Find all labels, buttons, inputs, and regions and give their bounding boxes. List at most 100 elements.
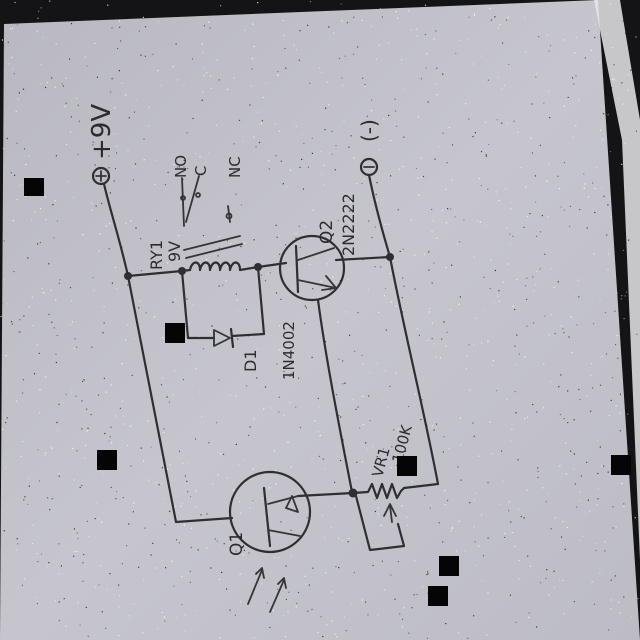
noise-speck <box>145 312 147 314</box>
noise-speck <box>164 184 167 186</box>
wire-q2-base-down <box>316 298 354 494</box>
noise-speck <box>474 492 476 494</box>
noise-speck <box>619 412 621 414</box>
noise-speck <box>559 579 561 581</box>
noise-speck <box>119 26 121 28</box>
noise-speck <box>162 498 164 500</box>
noise-speck <box>532 403 534 406</box>
noise-speck <box>531 152 533 154</box>
noise-speck <box>575 75 577 77</box>
noise-speck <box>416 35 418 37</box>
noise-speck <box>297 591 300 594</box>
noise-speck <box>332 276 334 278</box>
noise-speck <box>189 354 191 356</box>
noise-speck <box>72 447 74 449</box>
noise-speck <box>535 201 537 203</box>
noise-speck <box>553 286 555 288</box>
noise-speck <box>121 363 123 365</box>
noise-speck <box>111 442 113 444</box>
noise-speck <box>554 517 556 519</box>
noise-speck <box>305 583 307 585</box>
noise-speck <box>338 415 340 417</box>
noise-speck <box>23 148 26 150</box>
noise-speck <box>607 471 609 473</box>
noise-speck <box>248 552 250 554</box>
noise-speck <box>597 488 599 490</box>
noise-speck <box>84 56 87 58</box>
noise-speck <box>408 10 410 12</box>
noise-speck <box>520 167 522 169</box>
noise-speck <box>108 440 110 442</box>
noise-speck <box>135 99 137 101</box>
noise-speck <box>320 71 323 73</box>
noise-speck <box>501 88 503 90</box>
noise-speck <box>563 162 565 164</box>
noise-speck <box>625 291 628 293</box>
noise-speck <box>16 24 18 26</box>
noise-speck <box>11 323 13 325</box>
noise-speck <box>119 594 121 597</box>
noise-speck <box>147 420 149 422</box>
noise-speck <box>251 3 253 5</box>
noise-speck <box>120 40 122 42</box>
noise-speck <box>599 572 601 574</box>
noise-speck <box>206 72 208 74</box>
noise-speck <box>201 99 203 101</box>
noise-speck <box>78 120 81 122</box>
supply-positive-label: +9V <box>87 104 117 160</box>
noise-speck <box>506 398 508 401</box>
noise-speck <box>309 82 311 84</box>
noise-speck <box>435 30 437 32</box>
noise-speck <box>278 130 280 132</box>
noise-speck <box>216 540 218 542</box>
noise-speck <box>295 233 297 235</box>
noise-speck <box>490 259 492 261</box>
noise-speck <box>51 447 53 449</box>
noise-speck <box>428 269 430 271</box>
black-patches <box>24 178 631 606</box>
noise-speck <box>424 33 426 36</box>
noise-speck <box>101 611 103 613</box>
noise-speck <box>543 102 545 104</box>
noise-speck <box>469 389 471 391</box>
noise-speck <box>48 263 50 265</box>
noise-speck <box>130 465 132 467</box>
noise-speck <box>51 321 53 323</box>
noise-speck <box>172 394 174 396</box>
noise-speck <box>115 415 117 417</box>
noise-speck <box>54 86 56 88</box>
noise-speck <box>276 363 278 365</box>
noise-speck <box>56 421 58 424</box>
noise-speck <box>338 358 340 360</box>
noise-speck <box>612 78 614 80</box>
noise-speck <box>451 144 454 146</box>
noise-speck <box>421 176 423 178</box>
noise-speck <box>163 428 165 430</box>
noise-speck <box>328 152 330 155</box>
noise-speck <box>565 473 567 475</box>
noise-speck <box>415 28 418 30</box>
noise-speck <box>274 123 276 125</box>
noise-speck <box>290 373 292 375</box>
noise-speck <box>341 540 343 542</box>
noise-speck <box>605 353 608 355</box>
noise-speck <box>445 345 447 347</box>
noise-speck <box>268 168 270 170</box>
noise-speck <box>82 562 84 564</box>
noise-speck <box>573 453 575 455</box>
noise-speck <box>121 246 123 248</box>
noise-speck <box>202 348 205 350</box>
noise-speck <box>614 310 616 312</box>
noise-speck <box>592 387 594 389</box>
noise-speck <box>517 459 519 461</box>
noise-speck <box>401 618 404 620</box>
noise-speck <box>349 210 351 212</box>
noise-speck <box>601 465 603 467</box>
noise-speck <box>307 166 309 168</box>
noise-speck <box>140 54 142 56</box>
noise-speck <box>610 399 612 401</box>
noise-speck <box>79 486 81 488</box>
noise-speck <box>138 30 140 32</box>
noise-speck <box>144 527 146 529</box>
noise-speck <box>573 601 575 603</box>
